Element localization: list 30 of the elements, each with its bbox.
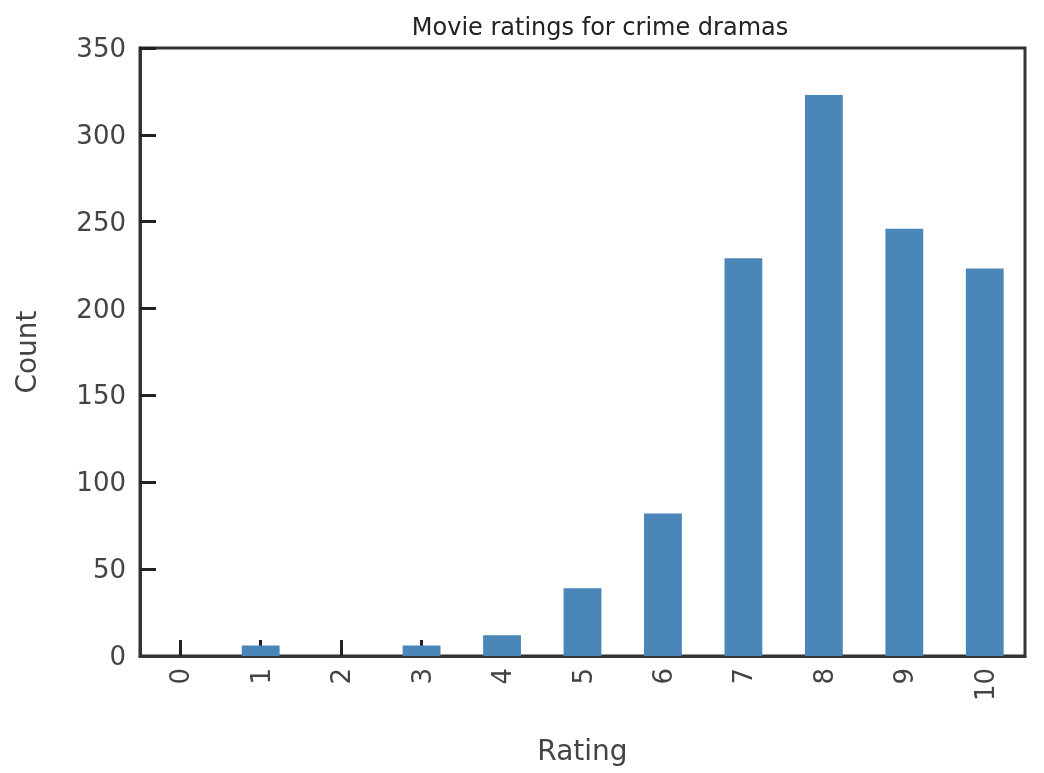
bar bbox=[885, 228, 924, 656]
x-tick-label: 3 bbox=[406, 668, 437, 685]
x-tick-label: 4 bbox=[487, 668, 518, 685]
bar bbox=[402, 645, 441, 656]
bar bbox=[965, 268, 1004, 656]
x-tick-label: 9 bbox=[889, 668, 920, 685]
bar bbox=[804, 94, 843, 656]
chart-title: Movie ratings for crime dramas bbox=[411, 13, 789, 41]
bar bbox=[483, 635, 521, 656]
y-tick-label: 50 bbox=[92, 554, 126, 585]
x-axis-title: Rating bbox=[537, 733, 628, 767]
x-tick-label: 0 bbox=[165, 668, 196, 685]
x-tick-label: 10 bbox=[969, 668, 1000, 702]
x-tick-label: 8 bbox=[808, 668, 839, 685]
bar bbox=[563, 588, 602, 656]
y-tick-label: 350 bbox=[76, 33, 126, 63]
y-tick-label: 100 bbox=[76, 467, 126, 498]
bar bbox=[241, 645, 280, 656]
bar bbox=[644, 513, 682, 656]
y-axis-title: Count bbox=[9, 310, 43, 394]
y-tick-label: 150 bbox=[76, 380, 126, 411]
x-tick-label: 7 bbox=[728, 668, 759, 685]
y-tick-label: 250 bbox=[76, 206, 126, 237]
x-tick-label: 5 bbox=[567, 668, 598, 685]
bar bbox=[724, 258, 763, 656]
x-tick-label: 1 bbox=[245, 668, 276, 685]
x-tick-label: 6 bbox=[647, 668, 678, 685]
x-tick-label: 2 bbox=[326, 668, 357, 685]
y-tick-label: 300 bbox=[76, 119, 126, 150]
y-tick-label: 200 bbox=[76, 293, 126, 324]
